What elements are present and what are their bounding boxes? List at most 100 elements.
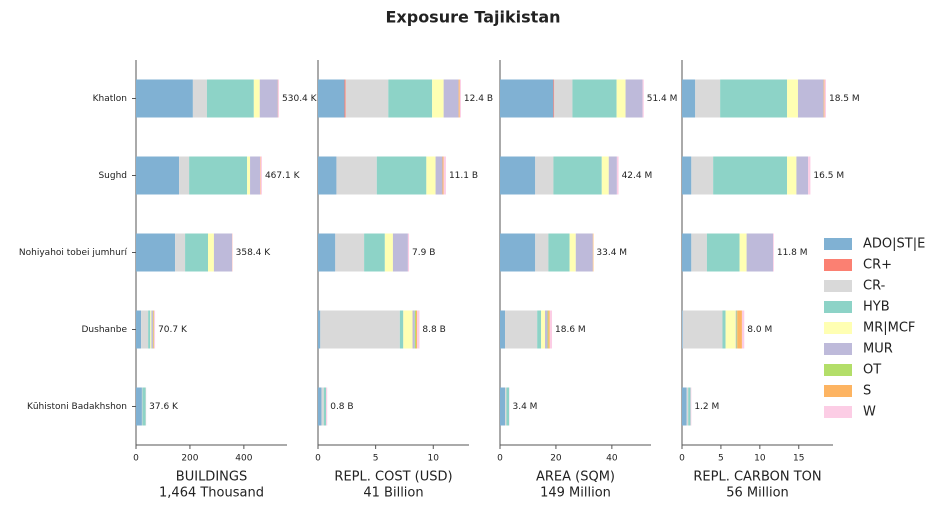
bar-segment [253,79,260,118]
bar-segment [388,79,433,118]
x-tick-label: 10 [428,454,440,464]
total-label: 42.4 M [622,171,653,181]
bar-segment [459,79,461,118]
legend-swatch [824,238,852,250]
bar-segment [706,233,740,272]
legend-swatch [824,280,852,292]
legend-swatch [824,406,852,418]
bar-segment [458,79,460,118]
chart-title: Exposure Tajikistan [385,8,560,27]
y-tick-label: Nohiyahoi tobei jumhurí [19,248,128,258]
bar-segment [412,310,415,349]
bar-segment [691,233,707,272]
x-tick-label: 5 [373,454,379,464]
bar-segment [601,156,609,195]
bar-segment [736,310,738,349]
bar-segment [443,156,446,195]
bar-segment [796,156,809,195]
bar-segment [320,310,400,349]
bar-segment [150,310,152,349]
x-axis-subtitle: 149 Million [540,486,611,501]
bar-segment [259,79,278,118]
bar-segment [141,387,143,426]
bar-segment [722,310,726,349]
bar-segment [500,233,536,272]
x-tick-label: 20 [550,454,562,464]
bar-segment [336,156,377,195]
bar-segment [682,156,692,195]
total-label: 8.8 B [422,325,445,335]
bar-segment [695,79,721,118]
bar-segment [426,156,436,195]
bar-segment [278,79,280,118]
total-label: 18.5 M [829,94,860,104]
total-label: 8.0 M [747,325,772,335]
legend-swatch [824,343,852,355]
x-tick-label: 5 [718,454,724,464]
x-tick-label: 400 [235,454,252,464]
bar-segment [364,233,385,272]
bar-segment [136,79,193,118]
total-label: 18.6 M [555,325,586,335]
bar-segment [192,79,207,118]
bar-segment [179,156,190,195]
bar-segment [787,156,797,195]
bar-segment [691,156,714,195]
bar-segment [414,310,416,349]
bar-segment [688,387,691,426]
x-tick-label: 40 [606,454,618,464]
legend-label: OT [863,363,881,378]
y-tick-label: Sughd [98,171,127,181]
bar-segment [500,387,506,426]
total-label: 0.8 B [330,402,353,412]
legend-swatch [824,364,852,376]
x-tick-label: 0 [133,454,139,464]
bar-segment [682,233,692,272]
bar-segment [189,156,248,195]
bar-segment [500,79,554,118]
x-tick-label: 15 [793,454,804,464]
bar-segment [335,233,365,272]
legend-label: S [863,384,871,399]
bar-segment [318,79,345,118]
bar-segment [787,79,798,118]
y-tick-label: Dushanbe [82,325,128,335]
bar-segment [500,156,536,195]
bar-segment [136,387,142,426]
bar-segment [442,156,444,195]
legend-label: ADO|ST|E [863,237,925,252]
total-label: 16.5 M [813,171,844,181]
bar-segment [553,79,555,118]
bar-segment [417,310,420,349]
bar-segment [686,387,689,426]
bar-segment [569,233,576,272]
legend-swatch [824,301,852,313]
bar-segment [746,233,774,272]
bar-segment [151,310,153,349]
legend-swatch [824,259,852,271]
bar-segment [142,387,146,426]
bar-segment [185,233,208,272]
bar-segment [399,310,404,349]
bar-segment [741,310,745,349]
x-axis-label: REPL. CARBON TON [693,470,821,485]
legend-label: MUR [863,342,893,357]
bar-segment [682,387,687,426]
total-label: 11.1 B [449,171,478,181]
bar-segment [608,156,617,195]
bar-segment [213,233,232,272]
bar-segment [260,156,262,195]
total-label: 3.4 M [513,402,538,412]
bar-segment [506,387,510,426]
bar-segment [808,156,811,195]
bar-segment [642,79,644,118]
legend-label: W [863,405,876,420]
bar-segment [720,79,788,118]
x-tick-label: 0 [315,454,321,464]
bar-segment [549,310,553,349]
total-label: 33.4 M [596,248,627,258]
bar-segment [535,233,549,272]
bar-segment [625,79,643,118]
x-axis-label: BUILDINGS [176,470,247,485]
bar-segment [500,310,506,349]
